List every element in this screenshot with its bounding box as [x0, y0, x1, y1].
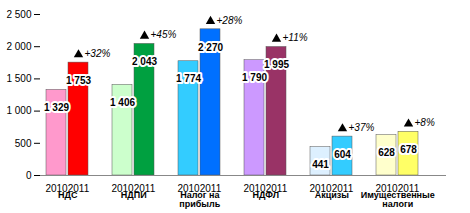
svg-text:500: 500	[15, 138, 32, 149]
svg-text:1 753: 1 753	[66, 75, 91, 86]
svg-text:Имущественныеналоги: Имущественныеналоги	[361, 190, 435, 209]
svg-text:604: 604	[334, 149, 351, 160]
svg-text:+28%: +28%	[217, 15, 243, 26]
svg-text:+32%: +32%	[85, 48, 111, 59]
svg-text:2 500: 2 500	[6, 9, 31, 20]
svg-text:1 500: 1 500	[6, 73, 31, 84]
svg-text:2 043: 2 043	[132, 56, 157, 67]
svg-text:0: 0	[26, 170, 32, 181]
svg-text:2 270: 2 270	[198, 42, 223, 53]
svg-text:+37%: +37%	[349, 122, 375, 133]
svg-text:1 995: 1 995	[264, 59, 289, 70]
svg-text:1 329: 1 329	[44, 102, 69, 113]
svg-text:Акцизы: Акцизы	[315, 190, 350, 200]
svg-text:1 790: 1 790	[242, 72, 267, 83]
svg-text:1 000: 1 000	[6, 105, 31, 116]
svg-text:+11%: +11%	[283, 32, 308, 43]
svg-text:1 774: 1 774	[176, 73, 201, 84]
svg-text:1 406: 1 406	[110, 97, 135, 108]
svg-text:НДФЛ: НДФЛ	[253, 190, 279, 200]
svg-text:Налог наприбыль: Налог наприбыль	[179, 190, 220, 209]
svg-text:628: 628	[378, 147, 395, 158]
svg-text:441: 441	[312, 159, 329, 170]
svg-text:678: 678	[400, 144, 417, 155]
svg-text:НДПИ: НДПИ	[121, 190, 147, 200]
svg-text:+8%: +8%	[415, 117, 435, 128]
svg-text:НДС: НДС	[58, 190, 78, 200]
svg-text:2 000: 2 000	[6, 41, 31, 52]
svg-text:+45%: +45%	[151, 29, 177, 40]
